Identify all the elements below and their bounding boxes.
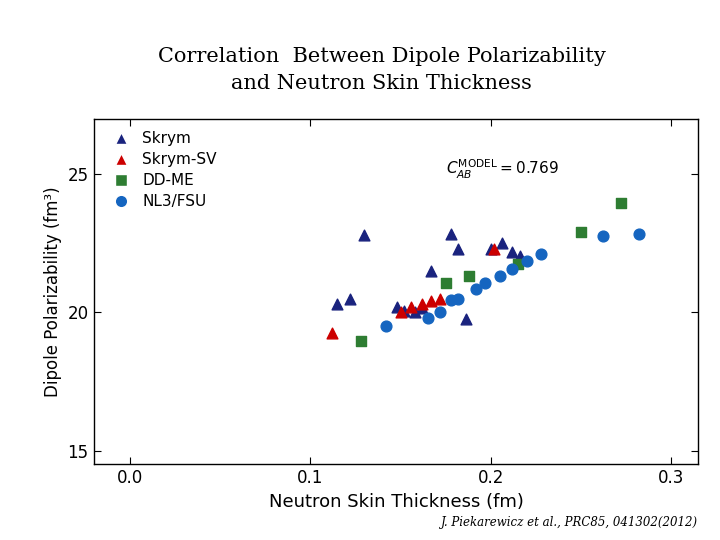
Point — [471, 285, 482, 293]
Point — [453, 294, 464, 303]
Point — [422, 314, 433, 322]
Point — [575, 228, 587, 237]
Point — [597, 232, 608, 241]
Point — [426, 297, 437, 306]
Point — [326, 329, 338, 338]
Point — [445, 229, 456, 238]
Point — [514, 251, 526, 260]
Point — [485, 245, 497, 253]
Point — [391, 302, 402, 311]
Point — [344, 294, 356, 303]
Point — [480, 279, 491, 288]
Point — [521, 257, 533, 266]
Text: J. Piekarewicz et al., PRC85, 041302(2012): J. Piekarewicz et al., PRC85, 041302(201… — [441, 516, 698, 529]
Point — [615, 199, 626, 207]
Point — [405, 302, 417, 311]
Point — [445, 295, 456, 304]
Text: and Neutron Skin Thickness: and Neutron Skin Thickness — [231, 74, 532, 93]
Point — [464, 272, 475, 281]
Point — [633, 229, 644, 238]
Point — [395, 308, 406, 316]
Point — [380, 322, 392, 330]
Point — [409, 308, 420, 316]
Point — [434, 308, 446, 316]
Text: Correlation  Between Dipole Polarizability: Correlation Between Dipole Polarizabilit… — [158, 47, 606, 66]
Point — [489, 245, 500, 253]
Point — [507, 247, 518, 256]
Point — [426, 267, 437, 275]
Point — [434, 294, 446, 303]
Point — [460, 315, 472, 323]
Y-axis label: Dipole Polarizability (fm³): Dipole Polarizability (fm³) — [44, 186, 62, 397]
Point — [332, 300, 343, 308]
Point — [359, 231, 370, 239]
Point — [416, 304, 428, 313]
Point — [512, 260, 523, 268]
Point — [416, 300, 428, 308]
Point — [355, 337, 366, 346]
Point — [494, 272, 505, 281]
Point — [496, 239, 508, 247]
Point — [507, 265, 518, 274]
Legend: Skrym, Skrym-SV, DD-ME, NL3/FSU: Skrym, Skrym-SV, DD-ME, NL3/FSU — [102, 126, 222, 214]
Point — [453, 245, 464, 253]
Point — [398, 307, 410, 315]
Point — [536, 250, 547, 259]
X-axis label: Neutron Skin Thickness (fm): Neutron Skin Thickness (fm) — [269, 493, 523, 511]
Text: $C_{AB}^{\mathrm{MODEL}} = 0.769$: $C_{AB}^{\mathrm{MODEL}} = 0.769$ — [446, 157, 559, 180]
Point — [440, 279, 451, 288]
